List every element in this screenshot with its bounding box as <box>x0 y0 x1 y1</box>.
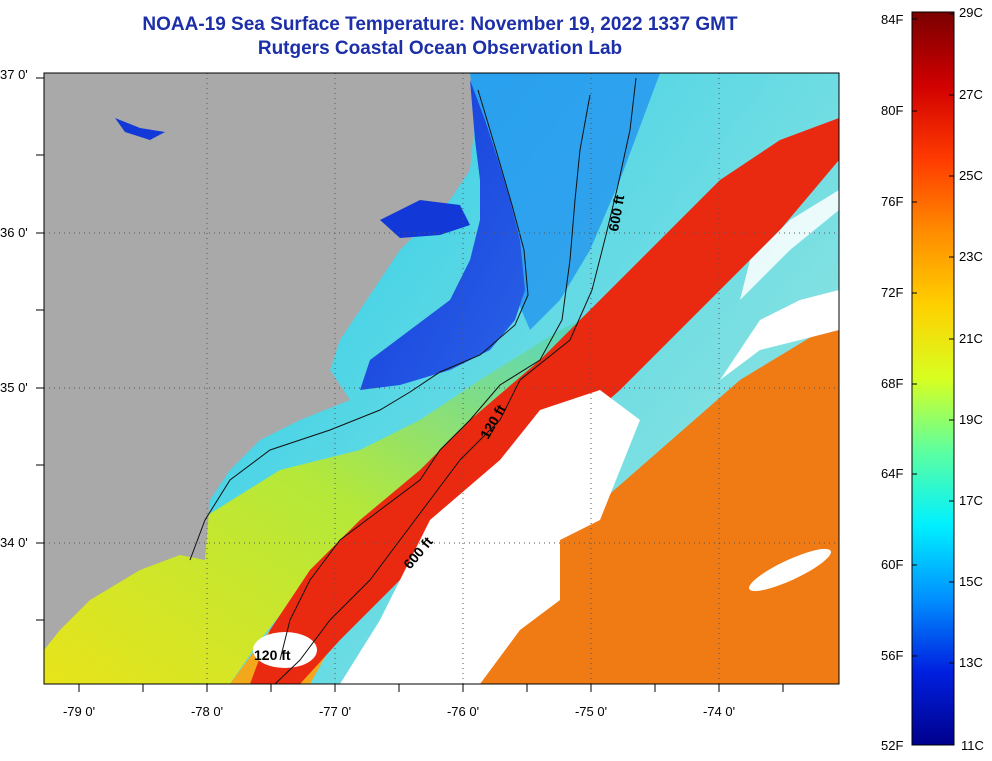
contour-600ft <box>274 77 637 685</box>
nearshore-warm-band <box>44 300 620 684</box>
cloud-cover <box>340 390 640 684</box>
colorbar-f-label: 56F <box>881 648 903 663</box>
colorbar-c-label: 17C <box>959 493 983 508</box>
colorbar-c-label: 21C <box>959 331 983 346</box>
colorbar-f-label: 76F <box>881 194 903 209</box>
cloud-cover <box>748 548 832 592</box>
gulf-stream <box>250 118 839 684</box>
colorbar-ticks <box>912 13 954 664</box>
colorbar-f-label: 72F <box>881 285 903 300</box>
colorbar-f-label: 60F <box>881 557 903 572</box>
lon-label: -77 0' <box>319 704 351 719</box>
coastline <box>189 89 529 561</box>
map-frame <box>43 72 840 685</box>
lon-label: -76 0' <box>447 704 479 719</box>
colorbar-c-label: 25C <box>959 168 983 183</box>
axis-ticks <box>36 77 784 692</box>
colorbar-c-label: 27C <box>959 87 983 102</box>
land <box>44 73 475 650</box>
colorbar-f-label: 64F <box>881 466 903 481</box>
albemarle-sound <box>380 200 470 238</box>
colorbar-c-label: 19C <box>959 412 983 427</box>
inland-water <box>115 118 165 140</box>
colorbar-c-label: 29C <box>959 5 983 20</box>
lon-label: -75 0' <box>575 704 607 719</box>
colorbar-c-label: 13C <box>959 655 983 670</box>
colorbar-f-label: 80F <box>881 103 903 118</box>
map-subtitle: Rutgers Coastal Ocean Observation Lab <box>257 38 623 59</box>
colorbar-c-label: 23C <box>959 249 983 264</box>
pamlico-sound <box>360 80 525 390</box>
colorbar <box>911 11 955 746</box>
lat-label: 35 0' <box>0 380 28 395</box>
colorbar-c-label: 15C <box>959 574 983 589</box>
colorbar-c-label: 11C <box>961 738 984 753</box>
lat-label: 36 0' <box>0 225 28 240</box>
cloud-cover <box>720 290 839 380</box>
contour-label: 600 ft <box>605 193 627 232</box>
map-raster <box>44 73 839 684</box>
colorbar-f-label: 68F <box>881 376 903 391</box>
lon-label: -78 0' <box>191 704 223 719</box>
graticule <box>44 73 839 684</box>
lon-label: -74 0' <box>703 704 735 719</box>
colorbar-f-label: 52F <box>881 738 903 753</box>
cloud-cover <box>740 190 839 300</box>
contour-label: 120 ft <box>254 647 291 663</box>
lat-label: 37 0' <box>0 67 28 82</box>
lat-label: 34 0' <box>0 535 28 550</box>
map-title: NOAA-19 Sea Surface Temperature: Novembe… <box>142 14 738 35</box>
colorbar-f-label: 84F <box>881 12 903 27</box>
contour-120ft <box>279 94 591 661</box>
lon-label: -79 0' <box>63 704 95 719</box>
